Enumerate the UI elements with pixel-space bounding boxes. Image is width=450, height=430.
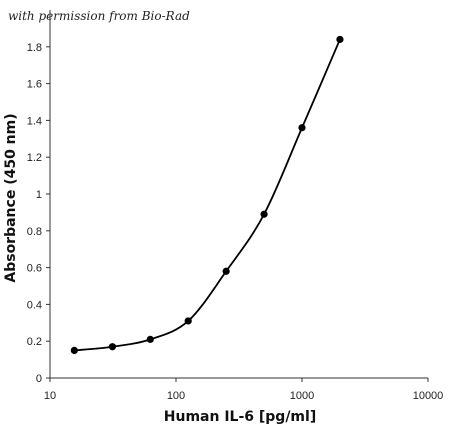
data-point xyxy=(298,124,306,132)
x-tick-label: 1000 xyxy=(290,390,314,402)
data-point xyxy=(146,335,154,343)
y-tick-label: 0 xyxy=(36,373,42,385)
y-tick-label: 0.4 xyxy=(27,299,42,311)
data-points xyxy=(70,35,344,354)
x-tick-label: 100 xyxy=(167,390,185,402)
y-tick-label: 1.4 xyxy=(27,115,42,127)
y-tick-label: 0.8 xyxy=(27,226,42,238)
y-tick-label: 1.8 xyxy=(27,42,42,54)
y-tick-label: 1 xyxy=(36,189,42,201)
credit-watermark: with permission from Bio-Rad xyxy=(8,9,190,23)
data-point xyxy=(70,346,78,354)
data-point xyxy=(336,35,344,44)
standard-curve-line xyxy=(74,39,341,352)
y-tick-label: 1.2 xyxy=(27,152,42,164)
x-axis-ticks: 10 100 1000 10000 xyxy=(44,378,443,402)
x-axis-title: Human IL-6 [pg/ml] xyxy=(164,409,316,425)
y-tick-label: 1.6 xyxy=(27,79,42,91)
x-tick-label: 10 xyxy=(44,390,56,402)
y-axis-ticks: 0 0.2 0.4 0.6 0.8 1 1.2 1.4 1.6 1.8 xyxy=(27,42,50,385)
y-tick-label: 0.2 xyxy=(27,336,42,348)
y-axis-title: Absorbance (450 nm) xyxy=(3,113,19,282)
data-point xyxy=(260,210,268,218)
data-point xyxy=(184,317,192,325)
data-point xyxy=(108,343,117,351)
x-tick-label: 10000 xyxy=(413,390,444,402)
data-point xyxy=(222,267,230,275)
y-tick-label: 0.6 xyxy=(27,263,42,275)
